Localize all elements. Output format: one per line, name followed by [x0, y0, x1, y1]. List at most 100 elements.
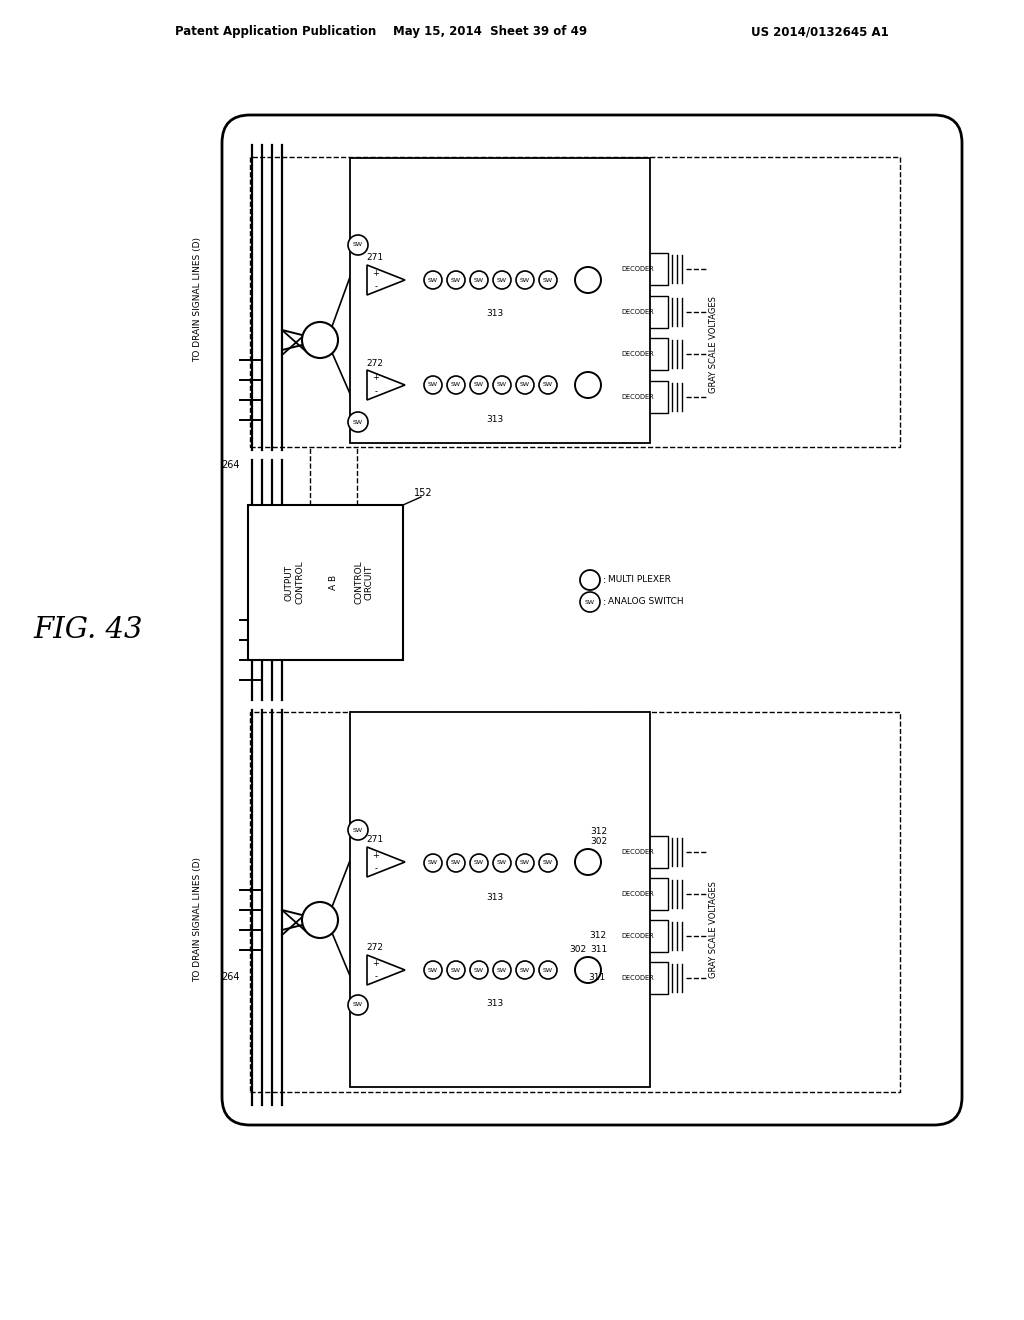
Text: May 15, 2014  Sheet 39 of 49: May 15, 2014 Sheet 39 of 49 [393, 25, 587, 38]
Text: DECODER: DECODER [622, 393, 654, 400]
Circle shape [516, 961, 534, 979]
Text: SW: SW [428, 277, 438, 282]
Text: DECODER: DECODER [622, 849, 654, 855]
Text: 271: 271 [367, 836, 384, 845]
Bar [608, 296, 668, 327]
Bar [608, 381, 668, 413]
Circle shape [470, 854, 488, 873]
Text: GRAY SCALE VOLTAGES: GRAY SCALE VOLTAGES [709, 297, 718, 393]
Circle shape [580, 570, 600, 590]
Text: OUTPUT
CONTROL: OUTPUT CONTROL [285, 561, 304, 605]
Circle shape [424, 271, 442, 289]
Circle shape [493, 271, 511, 289]
Circle shape [470, 376, 488, 393]
Text: 272: 272 [367, 944, 384, 953]
Polygon shape [367, 847, 406, 876]
Bar [608, 836, 668, 869]
Text: +: + [373, 268, 380, 277]
Text: SW: SW [520, 383, 530, 388]
Circle shape [575, 849, 601, 875]
Text: SW: SW [543, 861, 553, 866]
Text: SW: SW [520, 861, 530, 866]
Text: SW: SW [585, 599, 595, 605]
Bar [608, 920, 668, 952]
Text: 264: 264 [221, 459, 240, 470]
Text: +: + [373, 958, 380, 968]
Polygon shape [367, 954, 406, 985]
Circle shape [447, 961, 465, 979]
Text: 312: 312 [589, 932, 606, 940]
Text: +: + [373, 850, 380, 859]
Circle shape [580, 591, 600, 612]
Circle shape [424, 854, 442, 873]
Text: SW: SW [451, 383, 461, 388]
Polygon shape [367, 370, 406, 400]
Text: SW: SW [474, 861, 484, 866]
Circle shape [516, 376, 534, 393]
Bar [608, 338, 668, 370]
Circle shape [348, 995, 368, 1015]
Circle shape [539, 271, 557, 289]
Text: 272: 272 [367, 359, 384, 367]
Text: SW: SW [428, 383, 438, 388]
Circle shape [493, 376, 511, 393]
Text: SW: SW [474, 383, 484, 388]
Circle shape [302, 902, 338, 939]
Circle shape [470, 271, 488, 289]
FancyBboxPatch shape [222, 115, 962, 1125]
Bar [420, 838, 570, 888]
Polygon shape [367, 265, 406, 294]
Circle shape [539, 376, 557, 393]
Text: -: - [375, 282, 378, 292]
Circle shape [470, 961, 488, 979]
Text: SW: SW [543, 968, 553, 973]
Text: 313: 313 [486, 414, 504, 424]
Text: DECODER: DECODER [622, 309, 654, 315]
Circle shape [493, 961, 511, 979]
Circle shape [575, 957, 601, 983]
Text: SW: SW [520, 968, 530, 973]
Text: SW: SW [543, 383, 553, 388]
Bar [350, 711, 650, 1086]
Text: SW: SW [543, 277, 553, 282]
Text: +: + [373, 374, 380, 383]
Circle shape [348, 235, 368, 255]
Text: :: : [603, 576, 606, 585]
Circle shape [424, 376, 442, 393]
Text: DECODER: DECODER [622, 975, 654, 981]
Text: SW: SW [353, 1002, 362, 1007]
Circle shape [516, 854, 534, 873]
Circle shape [516, 271, 534, 289]
Text: TO DRAIN SIGNAL LINES (D): TO DRAIN SIGNAL LINES (D) [194, 858, 203, 982]
Text: ANALOG SWITCH: ANALOG SWITCH [608, 598, 684, 606]
Text: 271: 271 [367, 253, 384, 263]
Circle shape [302, 322, 338, 358]
Bar [250, 157, 900, 447]
Text: 302: 302 [590, 837, 607, 846]
Text: SW: SW [497, 861, 507, 866]
Text: SW: SW [474, 968, 484, 973]
Text: SW: SW [451, 277, 461, 282]
Circle shape [424, 961, 442, 979]
Text: -: - [375, 973, 378, 982]
Text: SW: SW [497, 968, 507, 973]
Text: MULTI PLEXER: MULTI PLEXER [608, 576, 671, 585]
Text: Patent Application Publication: Patent Application Publication [175, 25, 376, 38]
Text: SW: SW [451, 968, 461, 973]
Text: 313: 313 [486, 999, 504, 1008]
Text: FIG. 43: FIG. 43 [33, 616, 142, 644]
Text: 311: 311 [590, 945, 607, 954]
Bar [250, 711, 900, 1092]
Text: DECODER: DECODER [622, 891, 654, 898]
Bar [608, 253, 668, 285]
Text: SW: SW [451, 861, 461, 866]
Text: TO DRAIN SIGNAL LINES (D): TO DRAIN SIGNAL LINES (D) [194, 238, 203, 363]
Circle shape [539, 961, 557, 979]
Text: GRAY SCALE VOLTAGES: GRAY SCALE VOLTAGES [709, 882, 718, 978]
Circle shape [447, 271, 465, 289]
Text: SW: SW [353, 243, 362, 248]
Bar [350, 158, 650, 444]
Text: SW: SW [353, 420, 362, 425]
Bar [420, 945, 570, 995]
Text: US 2014/0132645 A1: US 2014/0132645 A1 [752, 25, 889, 38]
